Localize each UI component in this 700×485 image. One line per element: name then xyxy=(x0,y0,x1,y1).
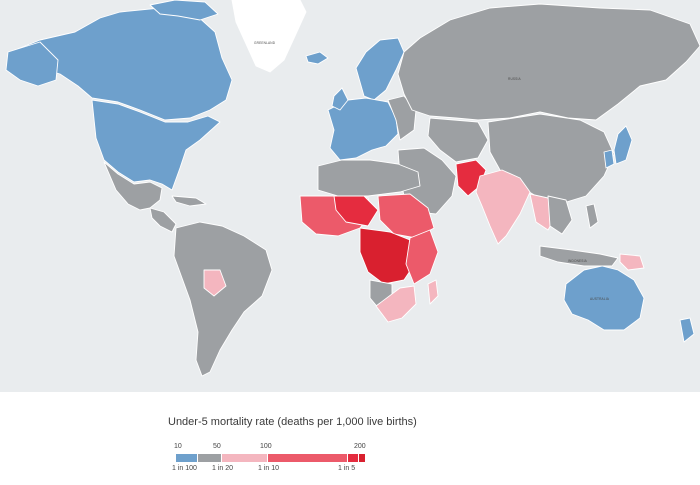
indonesia-label: INDONESIA xyxy=(568,259,588,263)
mexico xyxy=(103,161,163,211)
eastern-europe xyxy=(387,95,417,141)
iceland xyxy=(305,51,329,65)
east-africa xyxy=(405,229,439,285)
india xyxy=(475,169,531,245)
australia xyxy=(563,265,645,331)
bolivia xyxy=(203,269,227,297)
madagascar xyxy=(427,279,439,305)
indonesia xyxy=(539,245,619,267)
legend-swatch-under-10 xyxy=(176,454,198,462)
caribbean xyxy=(171,195,207,207)
north-africa xyxy=(317,159,421,197)
world-map: GREENLAND RUSSIA INDONESIA AUSTRALIA xyxy=(0,0,700,392)
sahel xyxy=(333,195,379,227)
legend-title: Under-5 mortality rate (deaths per 1,000… xyxy=(168,416,417,428)
legend: 10 50 100 200 1 in 100 1 in 20 1 in 10 1… xyxy=(168,443,368,483)
legend-ratio-1-in-10: 1 in 10 xyxy=(258,465,280,472)
new-zealand xyxy=(679,317,695,343)
australia-label: AUSTRALIA xyxy=(590,297,610,301)
legend-swatch-over-200 xyxy=(359,454,365,462)
japan xyxy=(613,125,633,165)
legend-swatch-10-50 xyxy=(198,454,221,462)
papua-new-guinea xyxy=(619,253,645,271)
central-asia xyxy=(427,117,489,163)
legend-ratio-1-in-5: 1 in 5 xyxy=(338,465,356,472)
russia-label: RUSSIA xyxy=(508,77,521,81)
uk xyxy=(331,87,349,111)
alaska xyxy=(5,41,59,87)
arctic-islands xyxy=(149,0,219,21)
korea xyxy=(603,149,615,169)
legend-swatch-50-100 xyxy=(221,454,267,462)
legend-color-bar xyxy=(176,454,366,462)
south-america xyxy=(173,221,273,377)
central-africa xyxy=(359,227,417,285)
greenland-label: GREENLAND xyxy=(254,41,276,45)
legend-swatch-150-200 xyxy=(348,454,359,462)
greenland xyxy=(231,0,307,73)
world-map-svg: GREENLAND RUSSIA INDONESIA AUSTRALIA xyxy=(5,0,700,377)
western-europe xyxy=(327,97,399,161)
legend-tick-100: 100 xyxy=(260,443,272,450)
legend-ratio-1-in-20: 1 in 20 xyxy=(212,465,234,472)
southern-africa xyxy=(375,285,417,323)
canada xyxy=(9,7,233,121)
legend-ratio-1-in-100: 1 in 100 xyxy=(172,465,197,472)
central-america xyxy=(149,207,177,233)
legend-swatch-100-150 xyxy=(267,454,348,462)
legend-tick-50: 50 xyxy=(213,443,221,450)
legend-tick-10: 10 xyxy=(174,443,182,450)
scandinavia xyxy=(355,37,405,101)
russia xyxy=(397,3,700,121)
philippines xyxy=(585,203,599,229)
legend-tick-200: 200 xyxy=(354,443,366,450)
usa xyxy=(91,99,221,191)
indochina xyxy=(547,195,573,235)
